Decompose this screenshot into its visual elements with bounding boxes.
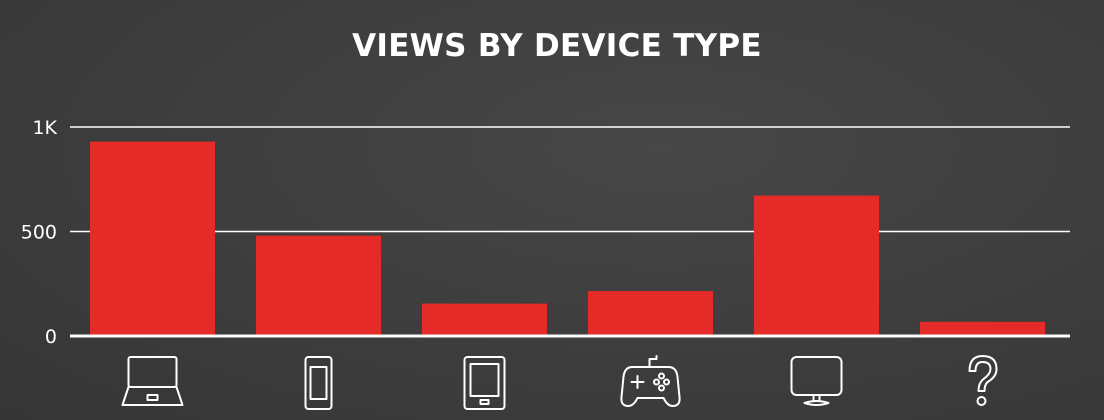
bar-tv [754, 195, 879, 336]
bar-laptop [90, 141, 215, 336]
bar-tablet [422, 303, 547, 336]
gamepad-icon [620, 355, 681, 407]
bar-unknown [920, 321, 1045, 336]
tv-icon [790, 356, 843, 406]
laptop-icon [121, 356, 184, 406]
tablet-icon [463, 356, 506, 410]
bar-game-console [588, 291, 713, 336]
y-tick-label: 1K [32, 117, 57, 139]
question-mark-icon [968, 355, 998, 406]
y-tick-label: 0 [45, 326, 57, 348]
bar-smartphone [256, 235, 381, 336]
smartphone-icon [304, 356, 333, 410]
y-tick-label: 500 [21, 222, 57, 244]
chart-title: VIEWS BY DEVICE TYPE [352, 28, 762, 64]
